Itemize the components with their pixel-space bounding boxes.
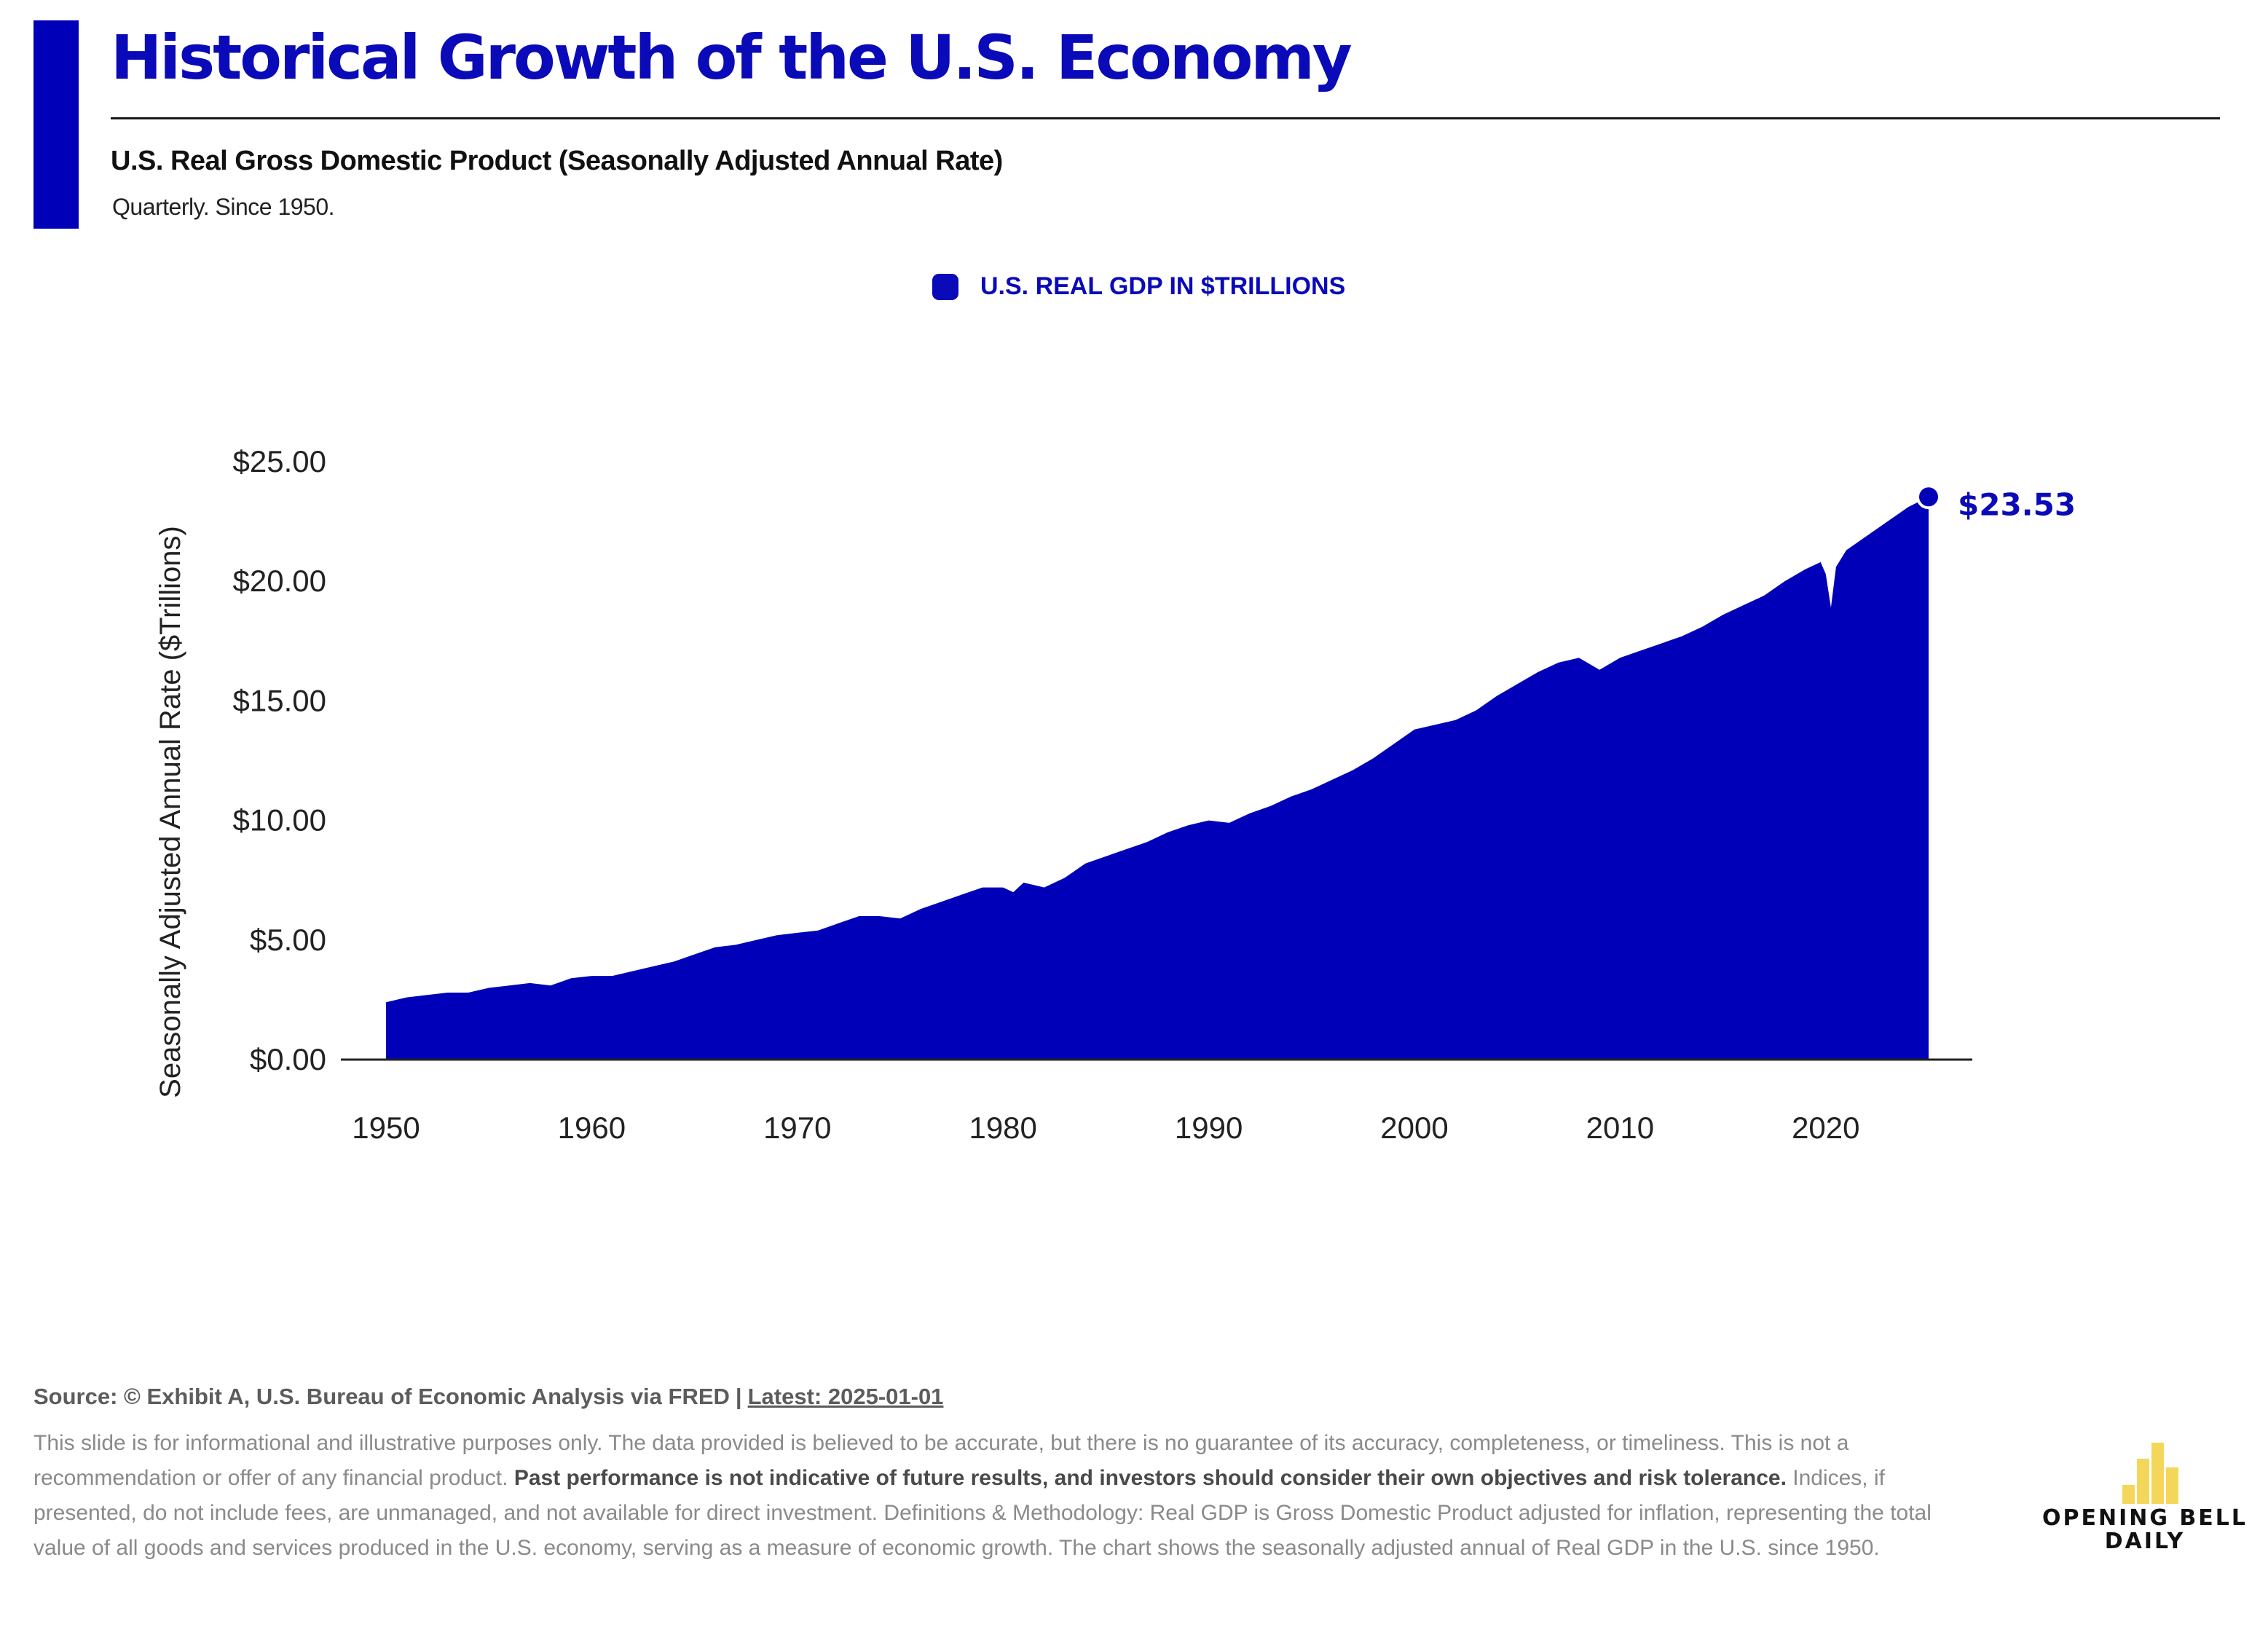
- y-tick-label: $15.00: [233, 683, 326, 717]
- latest-date-link[interactable]: Latest: 2025-01-01: [747, 1384, 944, 1409]
- x-tick-label: 1980: [969, 1111, 1036, 1145]
- gdp-area-series: [386, 497, 1929, 1060]
- legend-label: U.S. REAL GDP IN $TRILLIONS: [980, 272, 1346, 300]
- x-tick-labels: 1950 1960 1970 1980 1990 2000 2010 2020: [352, 1111, 1859, 1145]
- y-tick-label: $0.00: [250, 1042, 326, 1076]
- gdp-area-chart: Seasonally Adjusted Annual Rate ($Trilli…: [154, 444, 2076, 1145]
- accent-bar: [34, 20, 79, 229]
- logo-line-1: OPENING BELL: [2041, 1505, 2248, 1531]
- logo-text: OPENING BELL DAILY: [2039, 1507, 2251, 1553]
- x-tick-label: 2000: [1380, 1111, 1448, 1145]
- title-divider: [111, 117, 2220, 119]
- logo-bars-icon: [2118, 1443, 2184, 1504]
- logo-line-2: DAILY: [2104, 1529, 2186, 1554]
- page-title: Historical Growth of the U.S. Economy: [111, 22, 1352, 93]
- x-tick-label: 1970: [763, 1111, 831, 1145]
- source-separator: |: [735, 1384, 742, 1409]
- disclaimer-bold-text: Past performance is not indicative of fu…: [513, 1466, 1787, 1490]
- y-tick-label: $20.00: [233, 564, 326, 598]
- disclaimer-text-2: Indices, if presented, do not include fe…: [34, 1466, 1932, 1560]
- y-axis-title: Seasonally Adjusted Annual Rate ($Trilli…: [154, 526, 186, 1098]
- x-tick-label: 1990: [1175, 1111, 1243, 1145]
- y-tick-label: $5.00: [250, 923, 326, 957]
- legend-swatch: [932, 273, 958, 300]
- y-tick-label: $25.00: [233, 444, 326, 478]
- x-tick-label: 2020: [1792, 1111, 1859, 1145]
- latest-value-label: $23.53: [1958, 486, 2076, 522]
- chart-note: Quarterly. Since 1950.: [112, 194, 335, 220]
- disclaimer: This slide is for informational and illu…: [34, 1426, 1971, 1566]
- chart-legend: U.S. REAL GDP IN $TRILLIONS: [932, 272, 1345, 301]
- y-tick-label: $10.00: [233, 803, 326, 837]
- chart-subtitle: U.S. Real Gross Domestic Product (Season…: [111, 146, 1003, 176]
- y-tick-labels: $0.00 $5.00 $10.00 $15.00 $20.00 $25.00: [233, 444, 326, 1076]
- x-tick-label: 2010: [1586, 1111, 1654, 1145]
- x-tick-label: 1960: [558, 1111, 626, 1145]
- x-tick-label: 1950: [352, 1111, 420, 1145]
- disclaimer-text-1: This slide is for informational and illu…: [34, 1431, 1849, 1490]
- opening-bell-daily-logo: OPENING BELL DAILY: [2039, 1443, 2251, 1555]
- source-line: Source: © Exhibit A, U.S. Bureau of Econ…: [34, 1384, 943, 1410]
- source-text: Source: © Exhibit A, U.S. Bureau of Econ…: [34, 1384, 730, 1409]
- plot-area: $23.53: [341, 484, 2076, 1061]
- latest-value-marker: [1916, 484, 1941, 510]
